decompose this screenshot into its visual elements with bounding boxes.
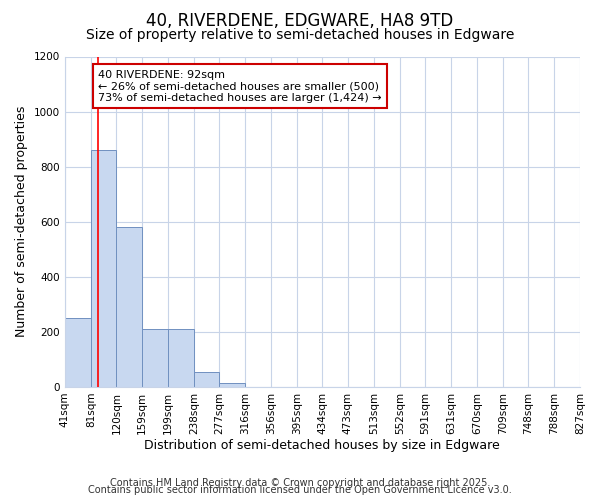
Text: 40 RIVERDENE: 92sqm
← 26% of semi-detached houses are smaller (500)
73% of semi-: 40 RIVERDENE: 92sqm ← 26% of semi-detach… <box>98 70 382 103</box>
X-axis label: Distribution of semi-detached houses by size in Edgware: Distribution of semi-detached houses by … <box>145 440 500 452</box>
Bar <box>65 318 91 387</box>
Bar <box>194 372 220 387</box>
Bar <box>142 329 168 387</box>
Text: 40, RIVERDENE, EDGWARE, HA8 9TD: 40, RIVERDENE, EDGWARE, HA8 9TD <box>146 12 454 30</box>
Y-axis label: Number of semi-detached properties: Number of semi-detached properties <box>15 106 28 338</box>
Text: Contains HM Land Registry data © Crown copyright and database right 2025.: Contains HM Land Registry data © Crown c… <box>110 478 490 488</box>
Bar <box>116 227 142 387</box>
Bar <box>91 150 116 387</box>
Text: Contains public sector information licensed under the Open Government Licence v3: Contains public sector information licen… <box>88 485 512 495</box>
Bar <box>168 329 194 387</box>
Bar <box>220 383 245 387</box>
Text: Size of property relative to semi-detached houses in Edgware: Size of property relative to semi-detach… <box>86 28 514 42</box>
